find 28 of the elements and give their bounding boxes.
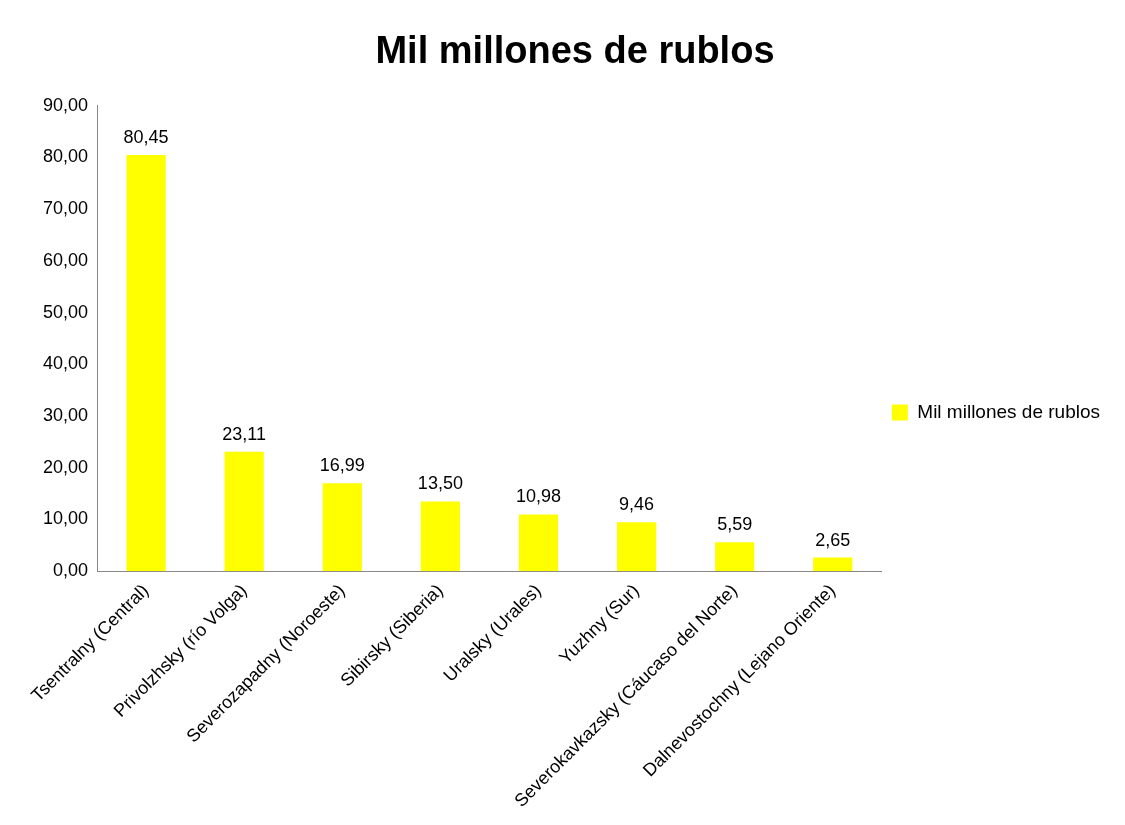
y-tick-label: 70,00 xyxy=(43,198,89,219)
y-tick-label: 80,00 xyxy=(43,146,89,167)
y-tick-label: 40,00 xyxy=(43,353,89,374)
y-tick-label: 60,00 xyxy=(43,249,89,270)
data-label: 10,98 xyxy=(515,486,561,507)
bar xyxy=(224,451,264,572)
data-label: 80,45 xyxy=(123,126,169,147)
y-tick-label: 30,00 xyxy=(43,405,89,426)
y-tick-label: 20,00 xyxy=(43,456,89,477)
data-label: 16,99 xyxy=(319,455,365,476)
y-tick-label: 90,00 xyxy=(43,94,89,115)
chart-title: Mil millones de rublos xyxy=(375,29,775,72)
legend-label: Mil millones de rublos xyxy=(917,400,1101,422)
bar xyxy=(616,522,657,572)
y-tick-label: 50,00 xyxy=(43,301,89,322)
data-label: 13,50 xyxy=(417,473,463,494)
data-label: 5,59 xyxy=(717,514,753,535)
bar xyxy=(715,542,755,572)
bar xyxy=(813,557,853,572)
bar xyxy=(518,514,559,572)
data-label: 2,65 xyxy=(815,529,851,550)
data-label: 9,46 xyxy=(619,494,655,515)
y-tick-label: 10,00 xyxy=(43,508,89,529)
bar xyxy=(322,483,362,572)
bar xyxy=(420,501,460,572)
data-label: 23,11 xyxy=(222,423,267,444)
y-tick-label: 0,00 xyxy=(53,560,89,581)
bar xyxy=(126,155,166,572)
